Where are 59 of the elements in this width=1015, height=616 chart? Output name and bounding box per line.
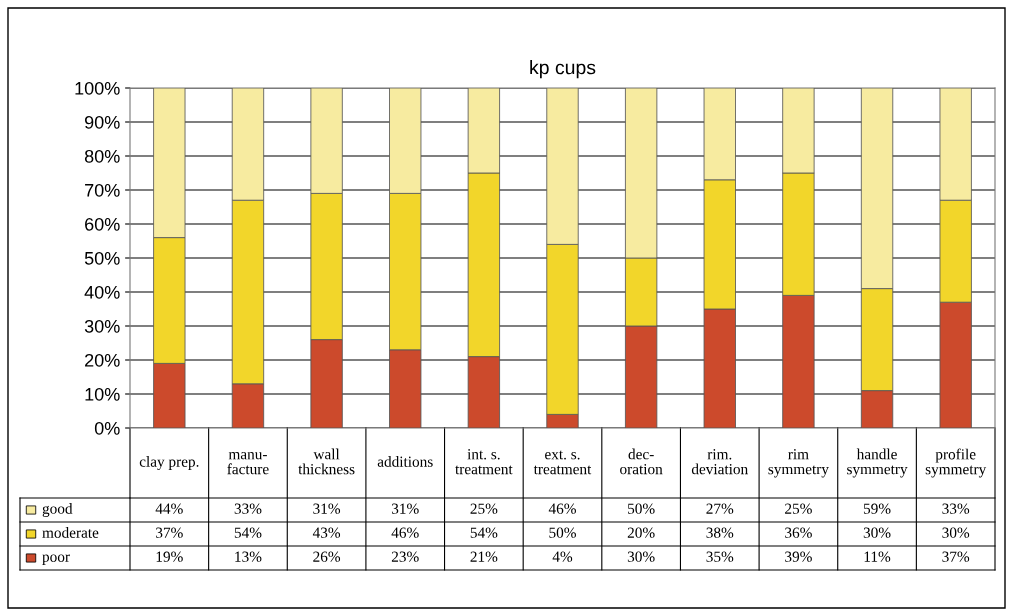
x-tick-label: additions: [377, 456, 433, 467]
x-tick-label: ext. s. treatment: [533, 450, 592, 475]
y-tick-label: 40%: [84, 285, 120, 299]
data-label: 46%: [391, 527, 419, 538]
y-tick-label: 50%: [84, 251, 120, 265]
data-label: 30%: [627, 551, 655, 562]
x-tick-label: int. s. treatment: [455, 449, 513, 475]
legend-label: moderate: [42, 527, 99, 538]
data-label: 54%: [470, 527, 498, 538]
y-tick-label: 70%: [85, 183, 120, 197]
data-label: 33%: [234, 503, 262, 514]
y-tick-label: 20%: [85, 353, 120, 367]
data-label: 43%: [312, 527, 341, 538]
y-tick-label: 0%: [94, 421, 120, 435]
x-tick-label: handle symmetry: [847, 448, 908, 478]
data-label: 20%: [627, 527, 655, 538]
data-label: 25%: [470, 503, 498, 514]
data-label: 50%: [549, 527, 576, 538]
x-tick-label: rim. deviation: [691, 449, 748, 475]
data-label: 31%: [313, 503, 341, 514]
y-tick-label: 90%: [84, 115, 120, 129]
data-label: 13%: [235, 551, 262, 562]
data-label: 38%: [706, 527, 734, 538]
x-tick-label: profile symmetry: [925, 448, 987, 478]
data-label: 23%: [391, 551, 419, 562]
data-label: 33%: [942, 503, 970, 514]
data-label: 50%: [628, 503, 655, 514]
data-label: 36%: [785, 527, 812, 538]
data-label: 31%: [391, 503, 419, 514]
y-tick-label: 30%: [84, 319, 120, 333]
data-label: 26%: [313, 551, 341, 562]
data-label: 27%: [706, 503, 734, 514]
x-tick-label: wall thickness: [298, 448, 355, 475]
data-label: 59%: [863, 503, 891, 514]
data-label: 35%: [706, 551, 734, 562]
y-tick-label: 100%: [75, 81, 120, 95]
y-tick-label: 60%: [85, 217, 120, 231]
data-label: 30%: [942, 527, 970, 538]
y-tick-label: 80%: [84, 149, 120, 163]
data-label: 39%: [785, 551, 812, 562]
data-label: 44%: [155, 503, 183, 514]
data-label: 21%: [470, 551, 498, 562]
chart-title: kp cups: [530, 60, 596, 79]
legend-label: poor: [42, 554, 70, 565]
y-tick-label: 10%: [85, 387, 120, 401]
data-label: 46%: [548, 503, 576, 514]
legend-label: good: [42, 503, 73, 517]
x-tick-label: rim symmetry: [768, 449, 829, 478]
data-label: 37%: [156, 527, 183, 538]
data-label: 4%: [552, 551, 573, 562]
data-label: 11%: [864, 551, 891, 562]
x-tick-label: dec- oration: [620, 448, 663, 475]
data-label: 54%: [234, 527, 262, 538]
data-label: 19%: [156, 551, 183, 562]
data-label: 30%: [863, 527, 891, 538]
data-label: 25%: [785, 503, 812, 514]
x-tick-label: clay prep.: [139, 456, 199, 470]
data-label: 37%: [942, 551, 970, 562]
x-tick-label: manu- facture: [227, 452, 269, 475]
